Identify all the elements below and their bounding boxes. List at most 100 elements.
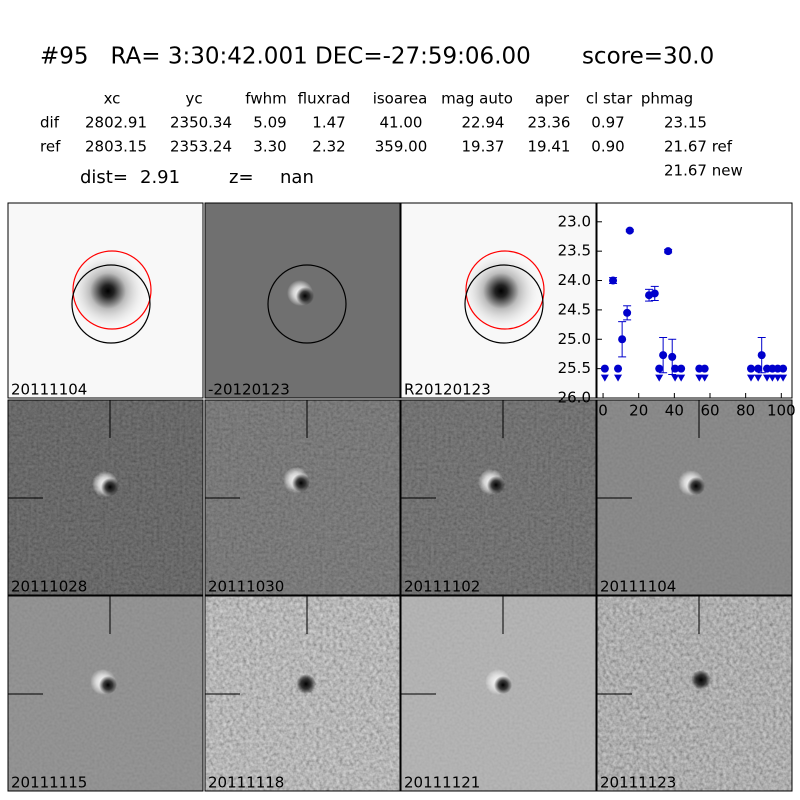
limit-arrow [600,374,609,382]
point [623,308,632,317]
table-cell: 41.00 [380,114,423,132]
table-cell: dif [40,114,60,132]
table-cell: 2803.15 [85,138,147,156]
y-tick-label: 26.0 [558,389,591,407]
y-tick-label: 23.0 [558,212,591,230]
y-tick-label: 23.5 [558,242,591,260]
image-panel: 20111104 [7,202,204,399]
limit-point [671,364,680,373]
column-header: fluxrad [298,90,351,108]
source-dark [296,287,314,305]
panel-label: 20111121 [404,774,480,792]
table-cell: ref [40,138,61,156]
x-tick-label: 0 [598,402,608,420]
limit-point [779,364,788,373]
panel-label: 20111115 [11,774,87,792]
panel-label: 20111104 [600,578,676,596]
panel-label: 20111028 [11,578,87,596]
y-tick-label: 25.0 [558,330,591,348]
source-dark [101,478,119,496]
limit-point [677,364,686,373]
source-dark [296,674,316,694]
point [618,335,627,344]
point [757,351,766,360]
limit-point [700,364,709,373]
image-panel: -20120123 [204,202,401,399]
panel-frame [400,399,597,596]
x-tick-label: 60 [700,402,719,420]
limit-arrow [614,374,623,382]
column-header: cl star [586,90,633,108]
image-panel: R20120123 [400,202,597,399]
panel-label: R20120123 [404,381,491,399]
panel-label: 20111030 [208,578,284,596]
x-tick-label: 100 [767,402,796,420]
image-panel: 20111028 [7,399,204,596]
table-cell: 3.30 [253,138,286,156]
aperture [267,264,347,344]
column-header: aper [535,90,570,108]
limit-arrow [768,374,777,382]
dist-label: dist= [80,167,128,188]
column-header: phmag [641,90,693,108]
image-panel: 20111102 [400,399,597,596]
point [609,276,618,285]
limit-point [600,364,609,373]
z-label: z= [229,167,254,188]
column-header: isoarea [373,90,428,108]
table-cell: 2802.91 [85,114,147,132]
panel-frame [400,202,597,399]
limit-arrow [763,374,772,382]
limit-point [747,364,756,373]
limit-arrow [773,374,782,382]
limit-point [655,364,664,373]
limit-arrow [671,374,680,382]
aperture [464,264,544,344]
point [625,226,634,235]
panel-frame [204,399,401,596]
image-panel: 20111121 [400,595,597,792]
table-extra: 21.67 new [664,162,743,180]
table-cell: 22.94 [462,114,505,132]
panel-frame [7,202,204,399]
dist-value: 2.91 [140,167,180,188]
panel-frame [204,202,401,399]
point [668,352,677,361]
image-panel: 20111115 [7,595,204,792]
table-cell: 19.37 [462,138,505,156]
panel-frame [400,595,597,792]
aperture [72,250,152,330]
source-dark [487,476,505,494]
aperture [465,250,545,330]
limit-arrow [655,374,664,382]
source-dark [687,477,705,495]
limit-point [614,364,623,373]
table-cell: 359.00 [375,138,428,156]
column-header: yc [185,90,202,108]
x-tick-label: 40 [665,402,684,420]
table-cell: 21.67 ref [664,138,733,156]
table-cell: 5.09 [253,114,286,132]
column-header: mag auto [441,90,513,108]
source [68,251,148,331]
limit-arrow [754,374,763,382]
limit-arrow [747,374,756,382]
panel-frame [7,595,204,792]
table-cell: 2353.24 [170,138,232,156]
x-tick-label: 80 [736,402,755,420]
source-dark [494,676,512,694]
panel-label: 20111104 [11,381,87,399]
table-cell: 23.36 [528,114,571,132]
y-tick-label: 24.0 [558,271,591,289]
panel-label: 20111102 [404,578,480,596]
table-cell: 2350.34 [170,114,232,132]
source-dark [99,676,117,694]
panel-frame [204,595,401,792]
table-cell: 0.97 [591,114,624,132]
source-dark [691,670,711,690]
panel-frame [596,399,793,596]
table-cell: 1.47 [312,114,345,132]
image-panel: 20111118 [204,595,401,792]
column-header: xc [104,90,121,108]
